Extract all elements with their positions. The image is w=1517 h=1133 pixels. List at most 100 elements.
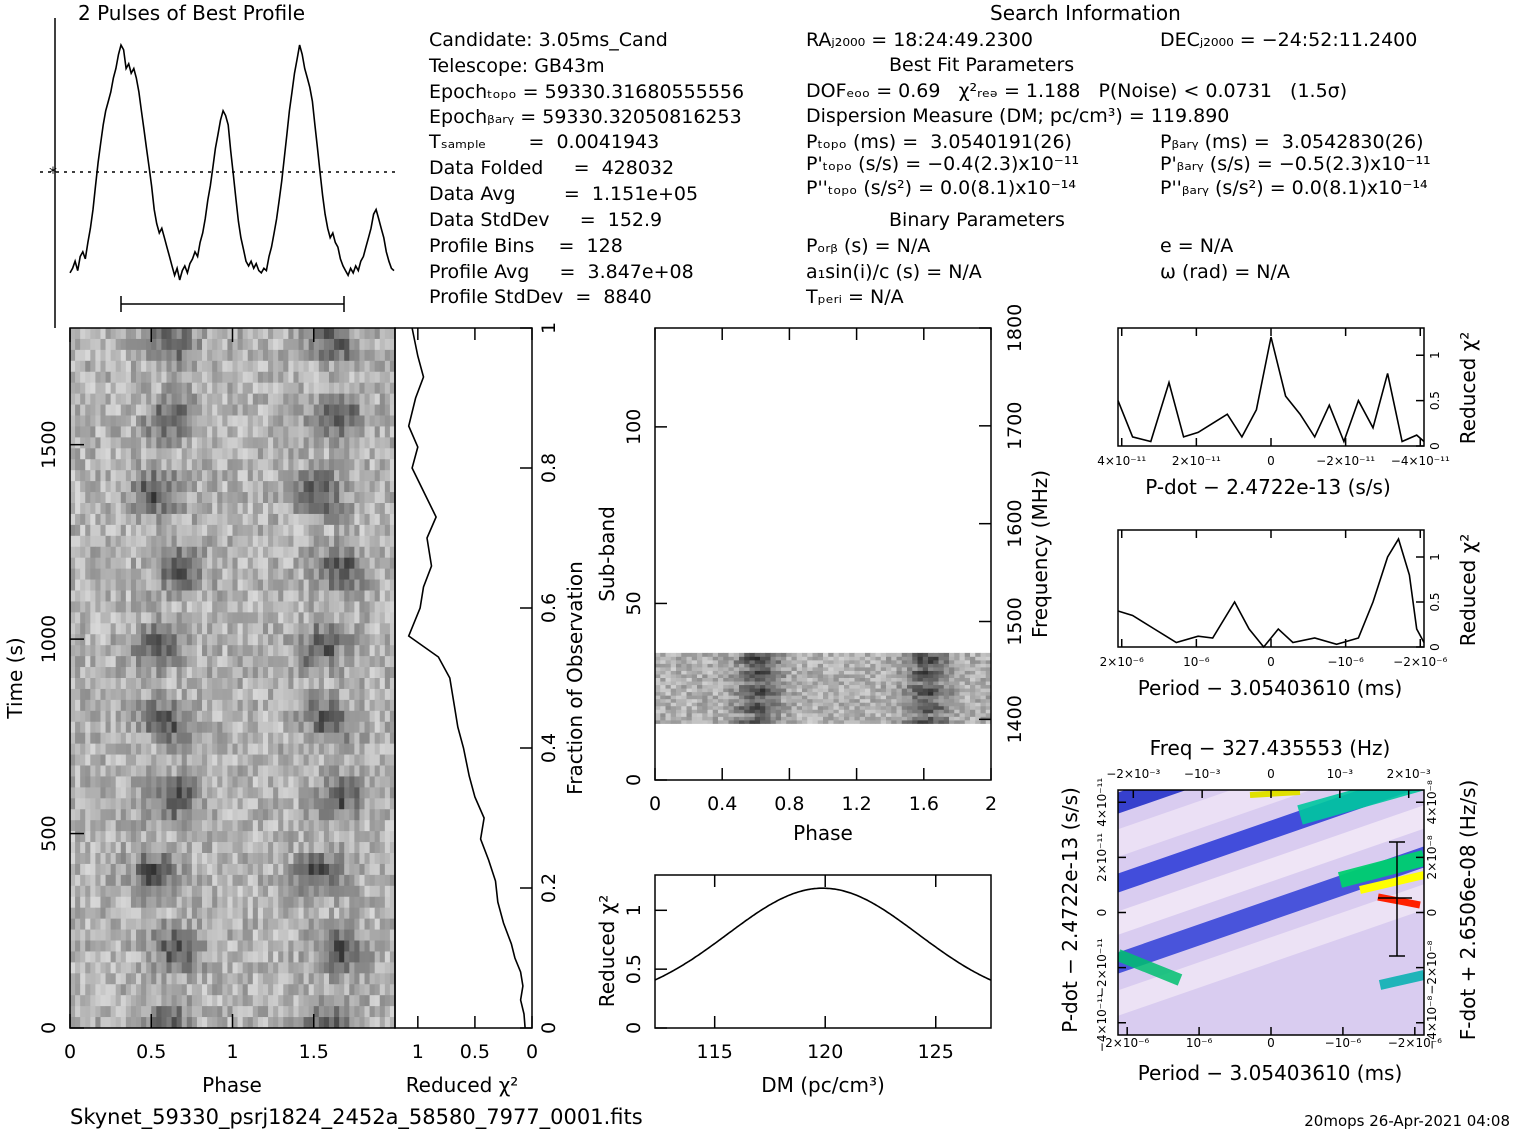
- time-phase-cell: [141, 448, 147, 460]
- time-phase-cell: [384, 863, 391, 876]
- time-phase-cell: [303, 371, 310, 384]
- time-phase-cell: [207, 984, 213, 996]
- time-phase-cell: [75, 415, 81, 427]
- time-phase-cell: [318, 349, 325, 362]
- time-phase-cell: [257, 513, 264, 526]
- time-phase-cell: [105, 951, 112, 963]
- subband-cell: [823, 691, 829, 696]
- time-phase-cell: [222, 492, 228, 504]
- subband-cell: [870, 681, 876, 686]
- time-phase-cell: [90, 448, 96, 460]
- subband-cell: [901, 688, 908, 693]
- time-phase-cell: [120, 776, 127, 788]
- time-phase-cell: [252, 448, 259, 460]
- time-phase-cell: [196, 535, 203, 548]
- time-phase-cell: [217, 437, 223, 449]
- time-phase-cell: [100, 382, 106, 395]
- subband-cell: [802, 698, 808, 703]
- time-phase-cell: [151, 667, 157, 679]
- time-phase-cell: [70, 459, 76, 471]
- time-phase-cell: [146, 853, 152, 865]
- time-phase-cell: [384, 874, 391, 887]
- time-phase-cell: [268, 776, 274, 788]
- time-phase-cell: [288, 1006, 294, 1018]
- time-phase-cell: [242, 678, 249, 690]
- time-phase-cell: [191, 1017, 198, 1029]
- time-phase-cell: [115, 940, 122, 952]
- time-phase-cell: [176, 338, 183, 351]
- time-phase-cell: [384, 437, 391, 449]
- time-phase-cell: [308, 404, 315, 416]
- time-phase-cell: [227, 831, 233, 843]
- time-phase-cell: [166, 776, 172, 788]
- time-phase-cell: [384, 929, 391, 941]
- time-phase-cell: [369, 842, 376, 854]
- time-phase-cell: [227, 557, 233, 570]
- time-phase-cell: [161, 754, 167, 766]
- time-phase-cell: [232, 896, 238, 909]
- time-phase-cell: [217, 842, 223, 854]
- time-phase-cell: [136, 568, 142, 580]
- time-phase-cell: [166, 973, 172, 985]
- time-phase-cell: [130, 732, 137, 745]
- time-phase-cell: [90, 863, 96, 876]
- time-phase-cell: [156, 688, 162, 701]
- time-phase-cell: [262, 732, 269, 745]
- time-phase-cell: [217, 940, 223, 952]
- time-phase-cell: [349, 831, 355, 843]
- time-phase-cell: [186, 404, 193, 416]
- time-phase-cell: [288, 459, 294, 471]
- time-phase-cell: [85, 809, 91, 821]
- time-phase-cell: [120, 678, 127, 690]
- subband-cell: [880, 681, 887, 686]
- subband-cell: [765, 709, 771, 714]
- subband-cell: [707, 716, 714, 721]
- subband-cell: [796, 709, 803, 714]
- time-phase-cell: [389, 503, 396, 515]
- time-phase-cell: [308, 328, 315, 340]
- subband-cell: [922, 698, 929, 703]
- time-phase-cell: [207, 360, 213, 373]
- time-phase-cell: [146, 568, 152, 580]
- subband-cell: [970, 719, 976, 724]
- time-phase-y-tick-label: 1000: [38, 615, 60, 663]
- subband-cell: [739, 695, 745, 700]
- time-phase-cell: [171, 995, 178, 1007]
- time-phase-cell: [328, 524, 335, 537]
- time-phase-cell: [313, 360, 320, 373]
- time-phase-cell: [217, 765, 223, 777]
- subband-cell: [754, 705, 761, 710]
- subband-cell: [970, 702, 976, 707]
- time-phase-cell: [196, 371, 203, 384]
- time-phase-cell: [141, 415, 147, 427]
- time-phase-cell: [181, 798, 188, 810]
- time-phase-cell: [191, 896, 198, 909]
- subband-cell: [749, 702, 756, 707]
- time-phase-cell: [105, 787, 112, 799]
- time-phase-cell: [176, 634, 183, 646]
- time-phase-cell: [136, 1017, 142, 1029]
- time-phase-cell: [328, 984, 335, 996]
- time-phase-cell: [110, 612, 117, 624]
- time-phase-cell: [70, 907, 76, 920]
- time-phase-cell: [130, 459, 137, 471]
- time-phase-cell: [75, 426, 81, 438]
- time-phase-cell: [323, 349, 330, 362]
- time-phase-cell: [328, 481, 335, 493]
- time-phase-cell: [80, 623, 86, 635]
- subband-cell: [691, 719, 698, 724]
- time-phase-cell: [293, 973, 299, 985]
- subband-cell: [844, 702, 850, 707]
- time-phase-cell: [227, 918, 233, 930]
- time-phase-cell: [364, 995, 371, 1007]
- time-phase-cell: [181, 995, 188, 1007]
- time-phase-cell: [100, 415, 106, 427]
- time-phase-cell: [237, 951, 244, 963]
- time-phase-cell: [303, 678, 310, 690]
- time-phase-cell: [176, 328, 183, 340]
- time-phase-cell: [136, 831, 142, 843]
- time-phase-cell: [80, 557, 86, 570]
- time-phase-cell: [328, 535, 335, 548]
- time-phase-cell: [212, 349, 218, 362]
- time-phase-cell: [85, 820, 91, 832]
